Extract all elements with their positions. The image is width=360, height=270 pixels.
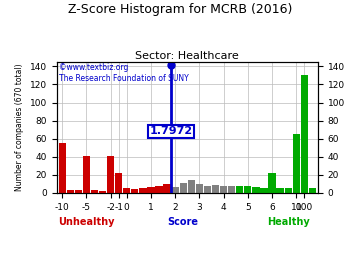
Bar (131, 189, 139, 193)
Bar (91, 190, 98, 193)
Bar (252, 187, 260, 193)
Text: Z-Score Histogram for MCRB (2016): Z-Score Histogram for MCRB (2016) (68, 3, 292, 16)
Bar (276, 188, 284, 193)
Bar (123, 188, 130, 193)
Bar (147, 187, 154, 193)
Bar (212, 185, 219, 193)
Text: Healthy: Healthy (267, 217, 310, 227)
Bar (260, 188, 267, 193)
Bar (139, 188, 147, 193)
Text: Score: Score (168, 217, 199, 227)
Bar (293, 134, 300, 193)
Bar (180, 183, 187, 193)
Text: 1.7972: 1.7972 (149, 126, 193, 136)
Bar (75, 190, 82, 193)
Bar (220, 185, 227, 193)
Bar (171, 187, 179, 193)
Bar (83, 156, 90, 193)
Bar (188, 180, 195, 193)
Bar (67, 190, 74, 193)
Bar (301, 75, 308, 193)
Text: Unhealthy: Unhealthy (58, 217, 114, 227)
Y-axis label: Number of companies (670 total): Number of companies (670 total) (15, 63, 24, 191)
Bar (59, 143, 66, 193)
Bar (196, 184, 203, 193)
Bar (156, 185, 163, 193)
Bar (107, 156, 114, 193)
Bar (236, 185, 243, 193)
Bar (269, 173, 276, 193)
Bar (99, 191, 106, 193)
Bar (244, 187, 251, 193)
Bar (284, 188, 292, 193)
Title: Sector: Healthcare: Sector: Healthcare (135, 51, 239, 61)
Bar (115, 173, 122, 193)
Bar (204, 185, 211, 193)
Text: ©www.textbiz.org: ©www.textbiz.org (59, 63, 129, 72)
Bar (228, 187, 235, 193)
Text: The Research Foundation of SUNY: The Research Foundation of SUNY (59, 74, 189, 83)
Bar (163, 184, 171, 193)
Bar (309, 188, 316, 193)
